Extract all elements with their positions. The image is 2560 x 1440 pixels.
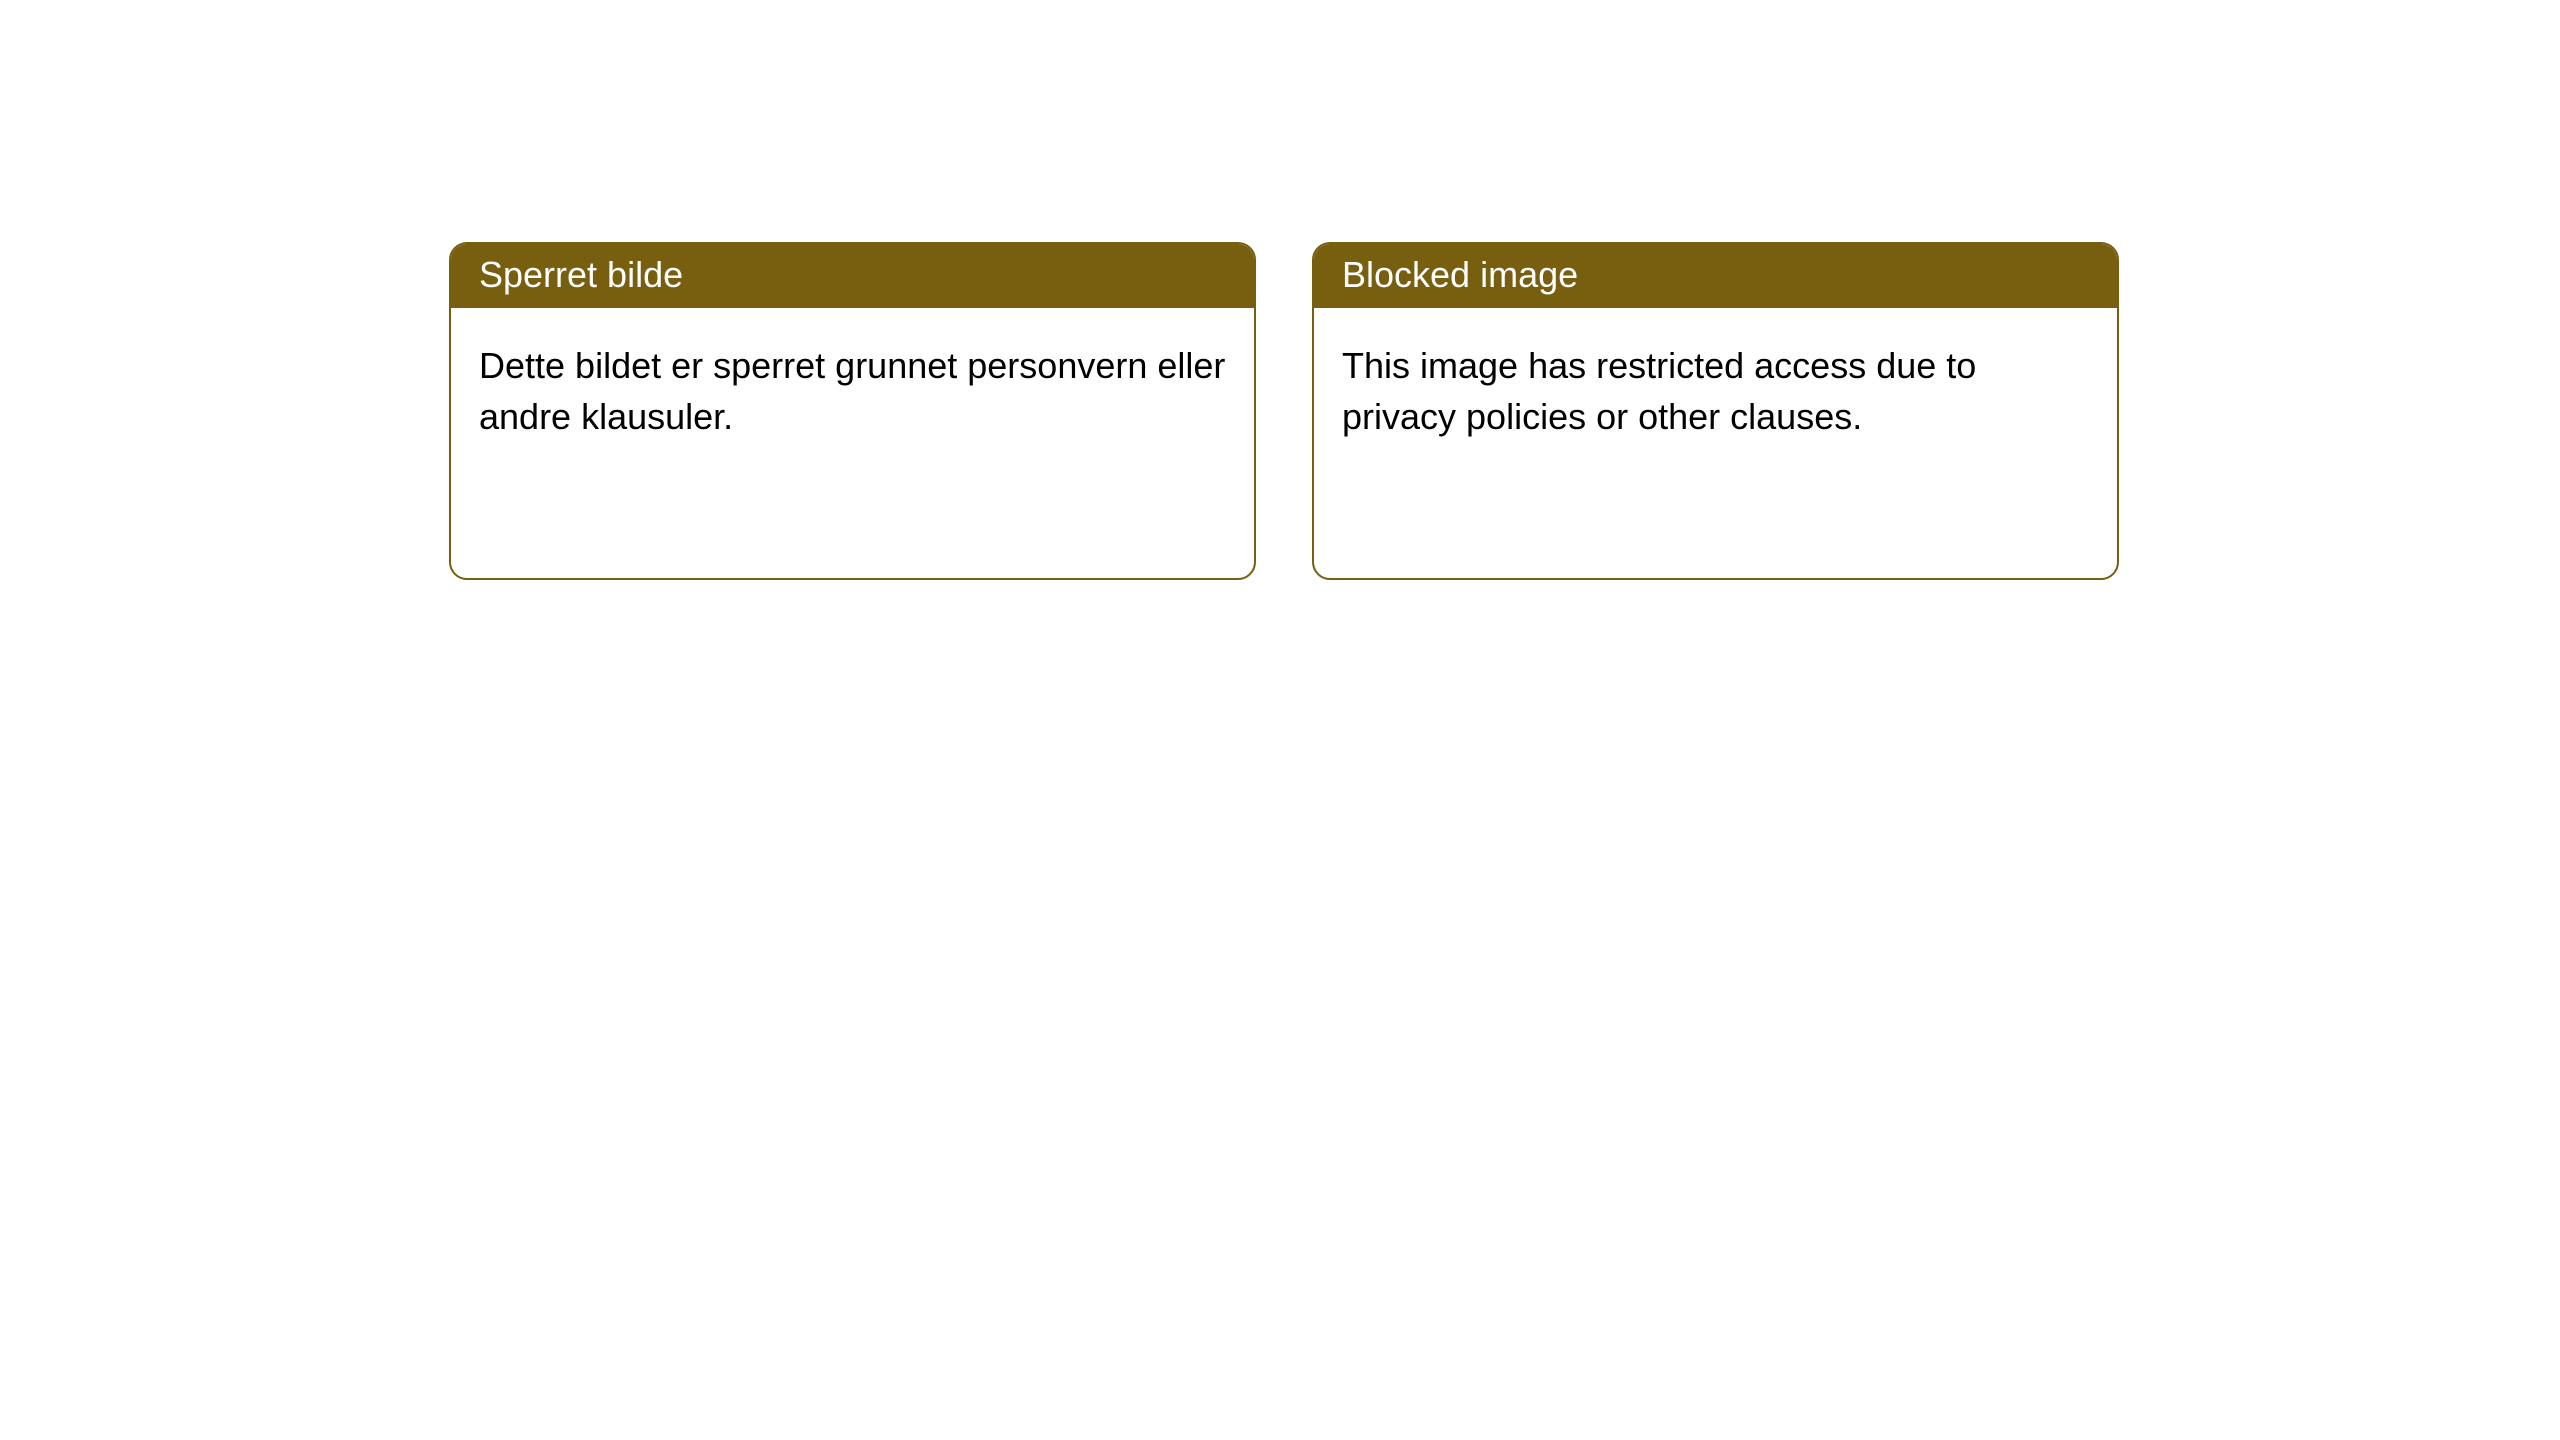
notice-card-no: Sperret bilde Dette bildet er sperret gr… [449,242,1256,580]
notice-title-no: Sperret bilde [479,254,683,295]
notice-container: Sperret bilde Dette bildet er sperret gr… [0,0,2560,580]
notice-text-en: This image has restricted access due to … [1342,345,1976,437]
notice-header-no: Sperret bilde [451,244,1254,308]
notice-body-en: This image has restricted access due to … [1314,308,2117,578]
notice-header-en: Blocked image [1314,244,2117,308]
notice-text-no: Dette bildet er sperret grunnet personve… [479,345,1225,437]
notice-card-en: Blocked image This image has restricted … [1312,242,2119,580]
notice-title-en: Blocked image [1342,254,1578,295]
notice-body-no: Dette bildet er sperret grunnet personve… [451,308,1254,578]
